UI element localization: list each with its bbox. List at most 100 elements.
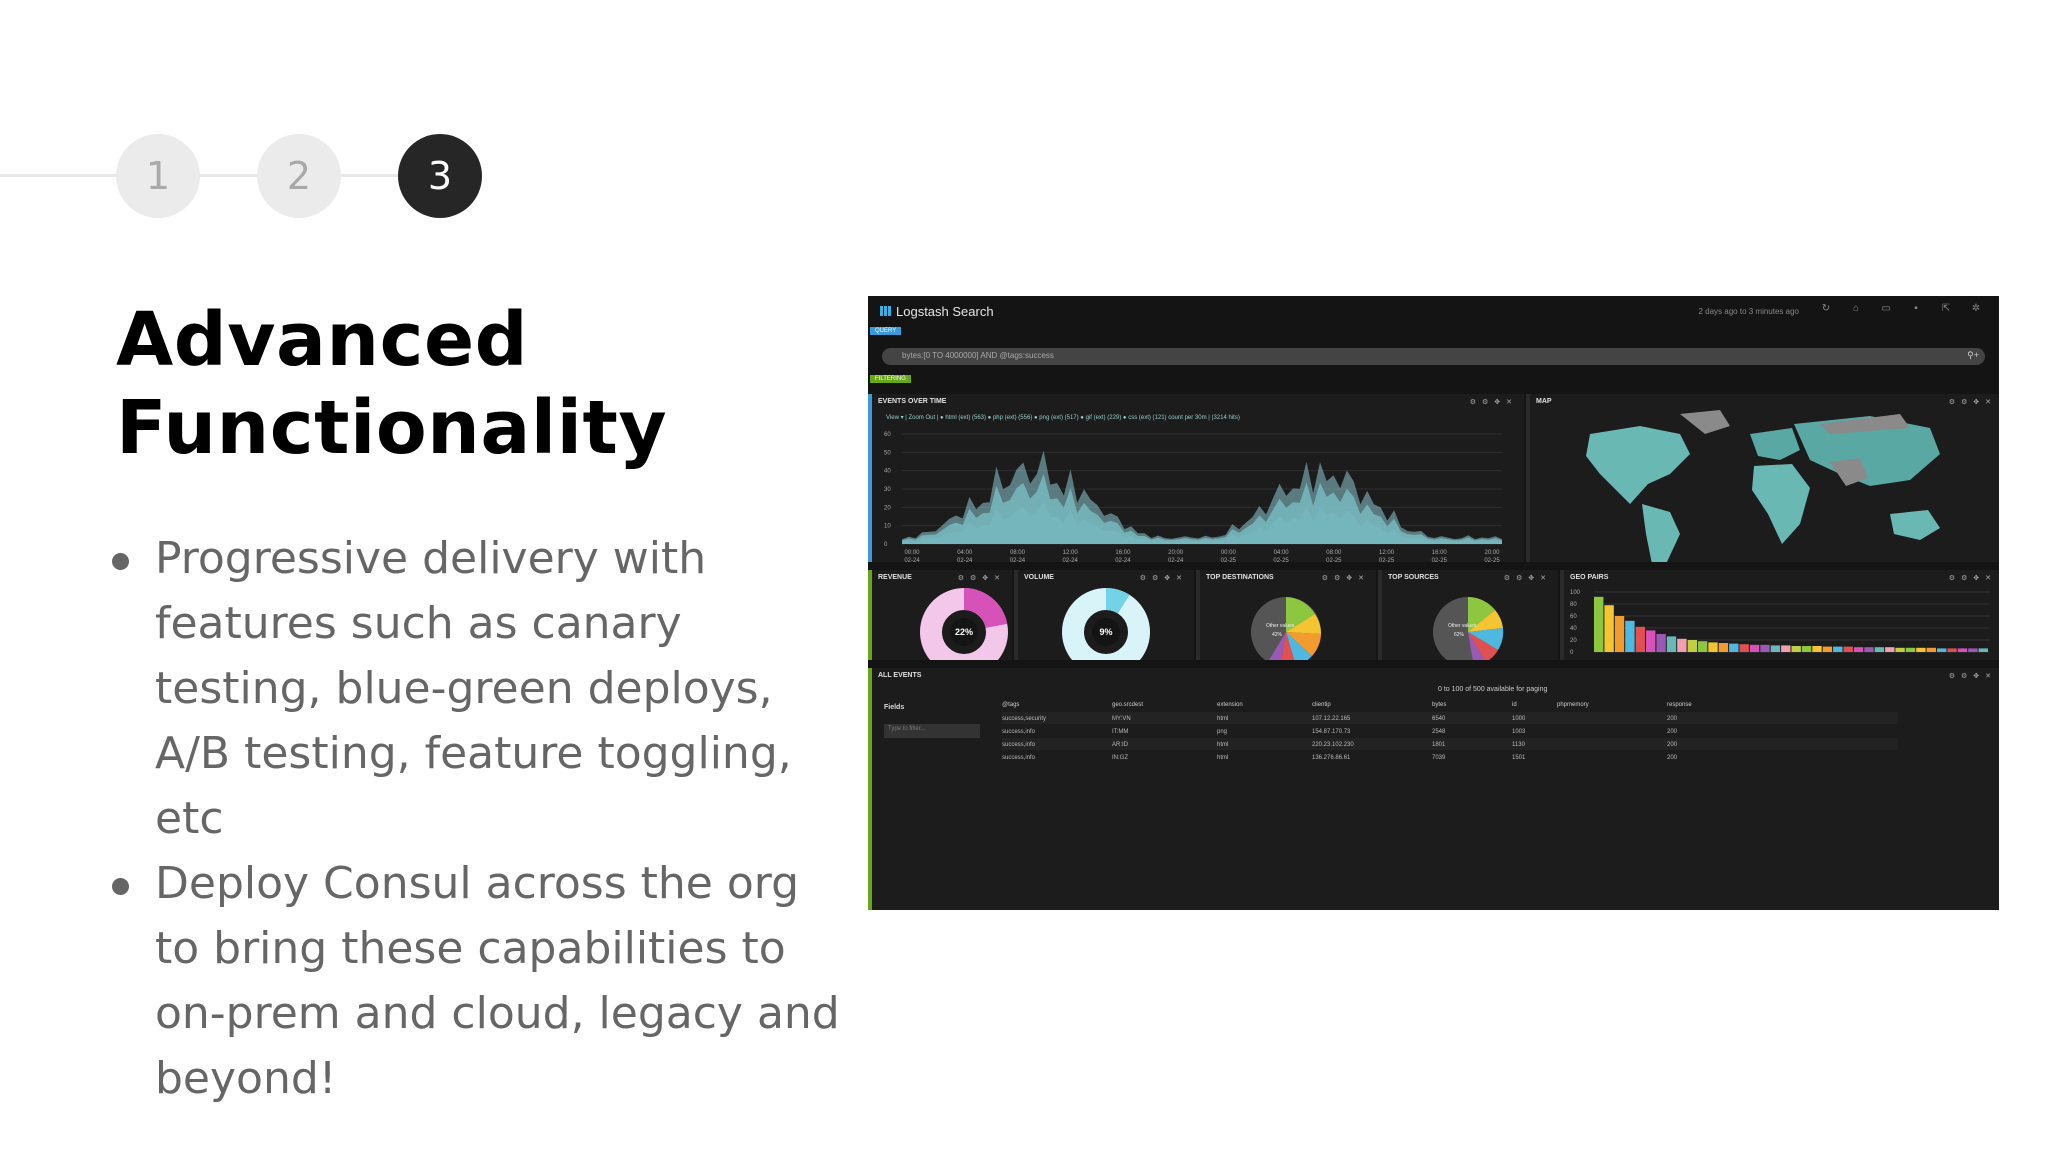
step-2[interactable]: 2 [257, 134, 341, 218]
field-filter-input[interactable]: Type to filter... [884, 724, 980, 738]
panel-controls[interactable]: ⚙⚙✥✕ [1948, 673, 1997, 680]
geo-y-tick-label: 80 [1570, 602, 1577, 608]
y-tick-label: 40 [884, 469, 891, 475]
share-icon[interactable]: ⇱ [1941, 303, 1951, 314]
events-legend: View ▾ | Zoom Out | ● html (ext) (563) ●… [886, 415, 1240, 421]
table-cell: success,info [1002, 755, 1036, 761]
x-tick-label: 04:00 [957, 550, 973, 556]
dashboard-screenshot: Logstash Search 2 days ago to 3 minutes … [868, 296, 1999, 910]
save-icon[interactable]: ▪ [1914, 303, 1918, 314]
paging-info: 0 to 100 of 500 available for paging [1438, 686, 1548, 693]
column-header[interactable]: clientip [1312, 702, 1331, 708]
panel-controls[interactable]: ⚙⚙✥✕ [1139, 575, 1188, 582]
column-header[interactable]: bytes [1432, 702, 1446, 708]
panel-controls[interactable]: ⚙⚙✥✕ [1948, 399, 1997, 406]
table-cell: 1501 [1512, 755, 1526, 761]
filter-tag[interactable]: FILTERING [870, 375, 911, 383]
panel-title: GEO PAIRS [1570, 574, 1609, 581]
volume-donut: 9% [1062, 588, 1150, 660]
refresh-icon[interactable]: ↻ [1821, 303, 1831, 314]
panel-controls[interactable]: ⚙⚙✥✕ [957, 575, 1006, 582]
x-tick-label: 04:00 [1274, 550, 1290, 556]
step-1[interactable]: 1 [116, 134, 200, 218]
x-tick-label: 08:00 [1326, 550, 1342, 556]
table-cell: AR:ID [1112, 742, 1129, 748]
geo-bar [1885, 647, 1895, 652]
map-africa [1752, 464, 1810, 544]
geo-pairs-panel: GEO PAIRS ⚙⚙✥✕ 0 20 40 60 80 100 [1560, 570, 1999, 660]
query-bar[interactable]: bytes:[0 TO 4000000] AND @tags:success ⚲… [882, 348, 1985, 365]
geo-bar [1801, 646, 1812, 652]
events-area-chart: 0 10 20 30 40 50 60 00:00 02-24 04:00 02-24 08:00 0… [884, 432, 1502, 562]
home-icon[interactable]: ⌂ [1852, 303, 1860, 314]
table-cell: 136.276.86.61 [1312, 755, 1351, 761]
y-tick-label: 10 [884, 524, 891, 530]
y-tick-label: 0 [884, 542, 888, 548]
geo-bar [1666, 636, 1677, 652]
settings-icon[interactable]: ✲ [1971, 303, 1981, 314]
slide-title: Advanced Functionality [116, 296, 667, 472]
volume-panel: VOLUME ⚙⚙✥✕ 9% [1014, 570, 1194, 660]
column-header[interactable]: phpmemory [1557, 702, 1589, 708]
x-tick-label: 16:00 [1432, 550, 1448, 556]
revenue-value: 22% [955, 627, 973, 637]
dashboard-logo: Logstash Search [880, 304, 994, 319]
step-3[interactable]: 3 [398, 134, 482, 218]
folder-icon[interactable]: ▭ [1881, 303, 1891, 314]
search-icon[interactable]: ⚲+ [1967, 350, 1979, 360]
x-tick-label: 02-25 [1326, 558, 1342, 562]
world-map [1586, 410, 1940, 562]
table-cell: 154.87.170.73 [1312, 729, 1351, 735]
dashboard-topbar: Logstash Search 2 days ago to 3 minutes … [868, 296, 1999, 326]
geo-bar [1625, 620, 1635, 652]
table-cell: IN:GZ [1112, 755, 1128, 761]
map-south-america [1642, 504, 1680, 562]
panel-controls[interactable]: ⚙⚙✥✕ [1948, 575, 1997, 582]
time-range-picker[interactable]: 2 days ago to 3 minutes ago [1698, 307, 1799, 316]
x-tick-label: 00:00 [1221, 550, 1237, 556]
column-header[interactable]: extension [1217, 702, 1243, 708]
slide-title-line-2: Functionality [116, 385, 668, 471]
table-row[interactable] [1002, 738, 1898, 750]
column-header[interactable]: id [1512, 702, 1517, 708]
x-tick-label: 12:00 [1063, 550, 1079, 556]
panel-controls[interactable]: ⚙⚙✥✕ [1503, 575, 1552, 582]
geo-bar [1614, 616, 1625, 652]
geo-bar [1749, 644, 1760, 652]
query-input[interactable]: bytes:[0 TO 4000000] AND @tags:success [902, 351, 1054, 360]
table-row[interactable] [1002, 725, 1898, 737]
geo-bar [1656, 634, 1666, 652]
logstash-logo-icon [880, 306, 892, 316]
top-destinations-pie: Other values 42% [1251, 597, 1322, 660]
revenue-panel: REVENUE ⚙⚙✥✕ 22% [868, 570, 1012, 660]
table-cell: html [1217, 716, 1228, 722]
y-tick-label: 60 [884, 432, 891, 438]
table-row[interactable] [1002, 712, 1898, 724]
geo-bar [1937, 648, 1947, 652]
column-header[interactable]: geo.srcdest [1112, 702, 1143, 708]
map-middle-asia [1830, 458, 1868, 486]
table-cell: success,info [1002, 729, 1036, 735]
panel-controls[interactable]: ⚙⚙✥✕ [1469, 399, 1518, 406]
table-row[interactable] [1002, 751, 1898, 763]
x-tick-label: 02-25 [1484, 558, 1500, 562]
map-greenland [1680, 410, 1730, 434]
table-cell: 6540 [1432, 716, 1446, 722]
geo-bar [1697, 641, 1708, 652]
other-values-label: Other values [1266, 623, 1295, 629]
panel-controls[interactable]: ⚙⚙✥✕ [1321, 575, 1370, 582]
geo-y-tick-label: 0 [1570, 650, 1574, 656]
table-cell: 200 [1667, 755, 1678, 761]
column-header[interactable]: response [1667, 702, 1692, 708]
geo-y-tick-label: 60 [1570, 614, 1577, 620]
events-over-time-panel: EVENTS OVER TIME ⚙⚙✥✕ View ▾ | Zoom Out … [868, 394, 1524, 562]
x-tick-label: 12:00 [1379, 550, 1395, 556]
column-header[interactable]: @tags [1002, 702, 1019, 708]
y-tick-label: 30 [884, 487, 891, 493]
geo-bar [1926, 647, 1936, 652]
table-cell: 1130 [1512, 742, 1526, 748]
table-cell: html [1217, 755, 1228, 761]
query-tag[interactable]: QUERY [870, 327, 902, 335]
x-tick-label: 02-24 [1010, 558, 1026, 562]
geo-bar [1978, 648, 1988, 652]
